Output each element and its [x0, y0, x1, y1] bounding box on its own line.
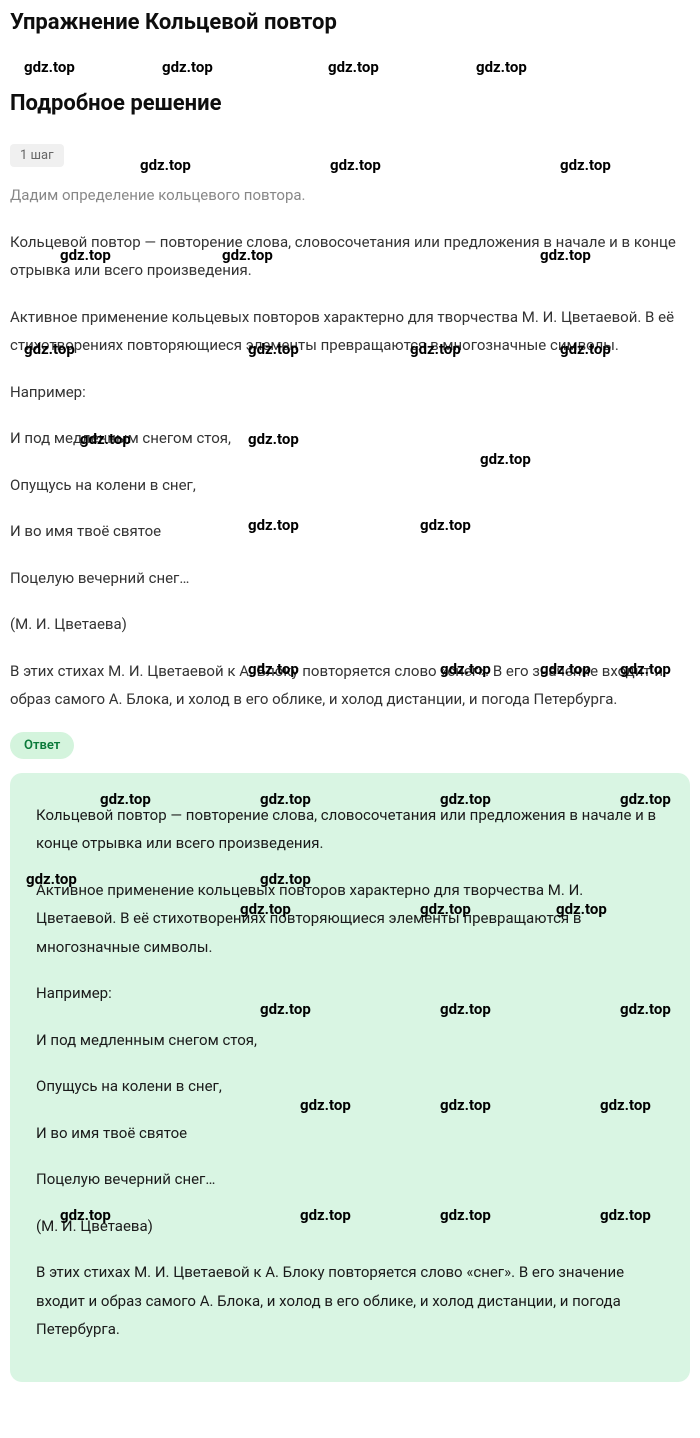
poem-line: И во имя твоё святое — [10, 517, 690, 546]
answer-paragraph: Например: — [36, 979, 664, 1008]
answer-paragraph: В этих стихах М. И. Цветаевой к А. Блоку… — [36, 1258, 664, 1344]
watermark: gdz.top — [24, 58, 75, 76]
poem-author: (М. И. Цветаева) — [10, 610, 690, 639]
solution-heading: Подробное решение — [10, 91, 690, 116]
poem-line: И под медленным снегом стоя, — [36, 1026, 664, 1055]
solution-paragraph: Кольцевой повтор — повторение слова, сло… — [10, 228, 690, 285]
poem-author: (М. И. Цветаева) — [36, 1212, 664, 1241]
exercise-title: Упражнение Кольцевой повтор — [10, 10, 690, 35]
poem-line: Опущусь на колени в снег, — [10, 471, 690, 500]
poem-line: И во имя твоё святое — [36, 1119, 664, 1148]
solution-paragraph: Например: — [10, 378, 690, 407]
solution-paragraph: Дадим определение кольцевого повтора. — [10, 181, 690, 210]
watermark: gdz.top — [480, 450, 531, 468]
answer-paragraph: Активное применение кольцевых повторов х… — [36, 876, 664, 962]
poem-line: Опущусь на колени в снег, — [36, 1072, 664, 1101]
poem-line: Поцелую вечерний снег… — [10, 564, 690, 593]
poem-line: Поцелую вечерний снег… — [36, 1165, 664, 1194]
solution-paragraph: В этих стихах М. И. Цветаевой к А. Блоку… — [10, 657, 690, 714]
watermark: gdz.top — [476, 58, 527, 76]
answer-badge: Ответ — [10, 732, 74, 759]
watermark: gdz.top — [330, 156, 381, 174]
poem-line: И под медленным снегом стоя, — [10, 424, 690, 453]
watermark: gdz.top — [328, 58, 379, 76]
solution-paragraph: Активное применение кольцевых повторов х… — [10, 303, 690, 360]
watermark: gdz.top — [140, 156, 191, 174]
answer-paragraph: Кольцевой повтор — повторение слова, сло… — [36, 801, 664, 858]
watermark: gdz.top — [162, 58, 213, 76]
answer-box: Кольцевой повтор — повторение слова, сло… — [10, 773, 690, 1382]
step-badge: 1 шаг — [10, 144, 64, 167]
watermark: gdz.top — [560, 156, 611, 174]
